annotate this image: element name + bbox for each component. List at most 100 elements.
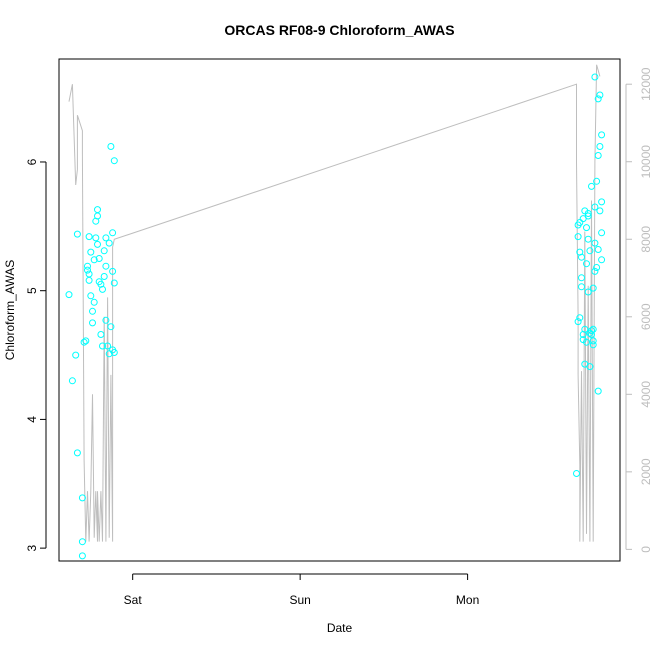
data-point	[589, 325, 597, 333]
data-point	[576, 219, 584, 226]
data-point	[102, 316, 110, 324]
data-point	[105, 239, 113, 247]
data-point	[594, 95, 602, 103]
data-point	[591, 239, 599, 247]
data-point	[578, 283, 585, 291]
right-y-axis: 0 2000 4000 6000 8000 10000 12000	[625, 67, 650, 553]
data-point	[78, 552, 86, 560]
data-point	[594, 246, 602, 253]
data-point	[581, 325, 589, 333]
data-point	[596, 143, 604, 150]
data-point	[591, 267, 599, 275]
altitude-line-layer	[68, 64, 601, 542]
data-point	[84, 262, 91, 270]
data-point	[593, 177, 601, 185]
data-point	[574, 318, 582, 326]
data-point	[591, 203, 599, 211]
y-tick-label: 3	[25, 544, 39, 551]
data-point	[100, 273, 108, 280]
data-point	[84, 266, 91, 274]
x-tick-label: Sun	[289, 593, 310, 607]
data-point	[85, 233, 93, 241]
data-point	[576, 314, 584, 322]
data-point	[593, 264, 601, 271]
data-point	[109, 267, 117, 275]
right-y-tick-label: 12000	[639, 67, 650, 101]
data-point	[589, 341, 597, 349]
data-point	[598, 131, 606, 139]
data-point	[73, 449, 81, 457]
data-point	[110, 349, 118, 356]
data-point	[594, 387, 602, 395]
x-axis-label: Date	[327, 621, 353, 635]
right-y-tick-label: 2000	[639, 458, 650, 485]
data-point	[591, 73, 599, 81]
data-point	[87, 248, 95, 256]
data-point	[89, 307, 96, 315]
x-axis: Sat Sun Mon	[124, 573, 479, 607]
data-point	[102, 234, 110, 242]
y-tick-label: 6	[25, 158, 39, 165]
data-point	[99, 342, 106, 350]
data-point	[99, 285, 106, 293]
data-point	[588, 182, 595, 190]
data-point	[598, 229, 606, 237]
data-point	[82, 337, 90, 345]
data-point	[72, 351, 80, 359]
data-point	[107, 323, 115, 331]
data-point	[596, 91, 604, 99]
data-point	[85, 270, 93, 278]
data-point	[589, 284, 597, 292]
data-point	[105, 350, 113, 358]
y-tick-label: 5	[25, 287, 39, 294]
data-point	[574, 233, 582, 241]
data-point	[583, 224, 590, 232]
data-point	[594, 152, 602, 159]
data-point	[94, 206, 101, 214]
right-y-tick-label: 8000	[639, 226, 650, 253]
data-point	[104, 342, 112, 350]
chart-title: ORCAS RF08-9 Chloroform_AWAS	[224, 22, 454, 38]
data-point	[586, 247, 594, 255]
right-y-tick-label: 6000	[639, 303, 650, 330]
data-point	[87, 292, 95, 300]
data-point	[596, 207, 604, 215]
data-point	[97, 331, 105, 338]
data-point	[100, 247, 108, 255]
data-point	[78, 538, 86, 546]
data-point	[598, 256, 606, 264]
data-point	[110, 279, 118, 287]
right-y-tick-label: 10000	[639, 145, 650, 179]
x-tick-label: Sat	[124, 593, 143, 607]
data-point	[584, 235, 592, 243]
data-point	[80, 338, 88, 346]
data-point	[589, 337, 597, 345]
data-point	[578, 274, 585, 282]
data-point	[89, 319, 96, 327]
data-point	[73, 230, 81, 238]
data-point	[94, 240, 101, 248]
data-point	[584, 210, 592, 217]
data-point	[598, 198, 606, 206]
data-point	[588, 327, 595, 335]
plot-frame	[58, 58, 621, 562]
right-y-tick-label: 4000	[639, 381, 650, 408]
data-point	[110, 157, 118, 165]
data-point	[584, 288, 592, 296]
data-point	[92, 234, 100, 242]
series-line-altitude	[68, 64, 601, 542]
x-tick-label: Mon	[456, 593, 479, 607]
data-point	[583, 260, 590, 268]
data-point	[586, 363, 594, 371]
right-y-tick-label: 0	[639, 546, 650, 553]
data-point	[90, 256, 98, 264]
y-tick-label: 4	[25, 416, 39, 423]
data-point	[573, 470, 580, 477]
data-point	[107, 143, 115, 150]
y-axis-label: Chloroform_AWAS	[3, 260, 17, 360]
data-point	[65, 291, 73, 299]
data-point	[90, 298, 98, 306]
data-point	[78, 494, 86, 502]
points-layer	[65, 73, 606, 560]
